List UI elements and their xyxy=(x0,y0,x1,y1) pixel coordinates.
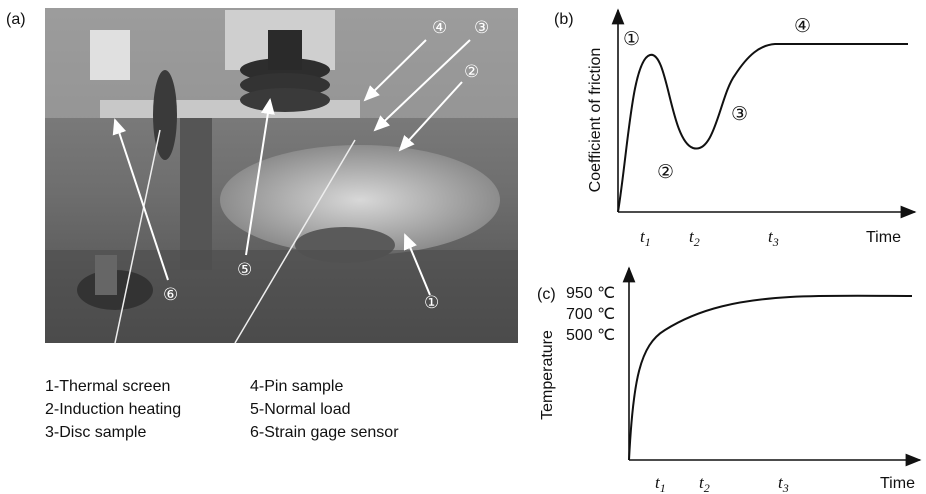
time-subscript: 2 xyxy=(704,481,710,494)
photo-callout: ① xyxy=(424,293,439,313)
stage-marker: ① xyxy=(623,28,640,50)
photo-callout: ② xyxy=(464,62,479,82)
legend-item: 3-Disc sample xyxy=(45,424,146,441)
time-subscript: 1 xyxy=(660,481,666,494)
legend-item: 2-Induction heating xyxy=(45,401,181,418)
time-subscript: 3 xyxy=(772,235,779,249)
legend-item: 1-Thermal screen xyxy=(45,378,170,395)
photo-callout: ⑤ xyxy=(237,260,252,280)
y-axis-label: Coefficient of friction xyxy=(587,48,604,193)
friction-curve xyxy=(618,44,908,212)
time-mark: t3 xyxy=(768,227,779,249)
temperature-mark: 950 ℃ xyxy=(566,285,615,302)
panel-label: (b) xyxy=(554,11,574,28)
stage-marker: ② xyxy=(657,161,674,183)
legend-item: 4-Pin sample xyxy=(250,378,343,395)
legend-item: 6-Strain gage sensor xyxy=(250,424,399,441)
figure: (a) ① ② ③ ④ ⑤ ⑥ 1-Thermal screen 2-Induc… xyxy=(0,0,926,494)
x-axis-label: Time xyxy=(880,475,915,492)
stage-marker: ③ xyxy=(731,103,748,125)
time-subscript: 1 xyxy=(645,235,651,249)
time-subscript: 3 xyxy=(782,481,789,494)
time-mark: t1 xyxy=(640,227,651,249)
time-mark: t3 xyxy=(778,473,789,494)
stage-marker: ④ xyxy=(794,15,811,37)
time-mark: t2 xyxy=(689,227,700,249)
temperature-mark: 500 ℃ xyxy=(566,327,615,344)
time-mark: t2 xyxy=(699,473,710,494)
time-subscript: 2 xyxy=(694,235,700,249)
time-mark: t1 xyxy=(655,473,666,494)
panel-label: (a) xyxy=(6,11,26,28)
y-axis-label: Temperature xyxy=(539,330,556,420)
temperature-curve xyxy=(629,296,912,460)
photo-callout: ④ xyxy=(432,18,447,38)
legend-item: 5-Normal load xyxy=(250,401,350,418)
photo-callout: ⑥ xyxy=(163,285,178,305)
panel-label: (c) xyxy=(537,286,556,303)
x-axis-label: Time xyxy=(866,229,901,246)
photo xyxy=(45,8,518,343)
temperature-mark: 700 ℃ xyxy=(566,306,615,323)
photo-callout: ③ xyxy=(474,18,489,38)
